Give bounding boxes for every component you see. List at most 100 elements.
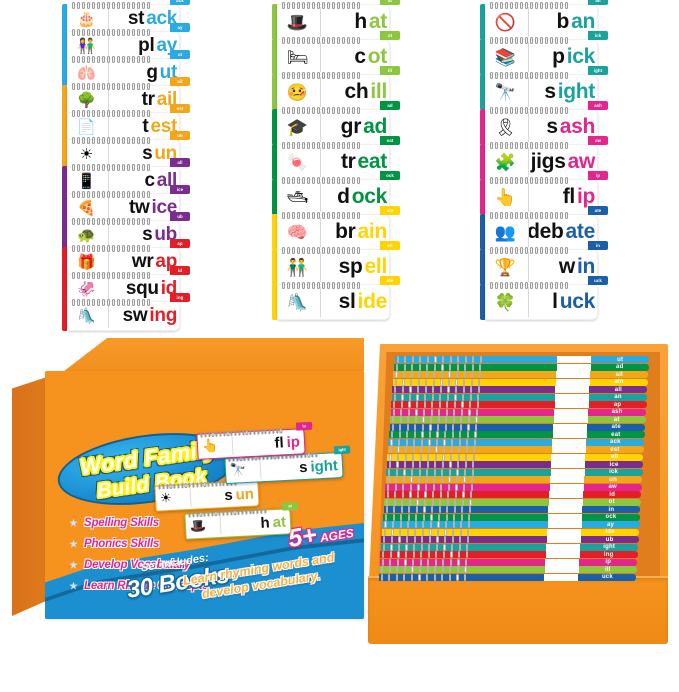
- flashcard: 📄 t est est: [62, 104, 190, 142]
- spiral-binding-icon: [282, 107, 360, 114]
- flashcard-word: c all: [102, 170, 179, 192]
- spiral-binding-icon: [396, 356, 483, 364]
- tray-book-row: ell: [387, 453, 644, 461]
- spiral-binding-icon: [390, 438, 476, 446]
- word-rime: ock: [351, 185, 388, 208]
- spiral-binding-icon: [385, 506, 472, 514]
- word-rime: ad: [363, 115, 387, 138]
- flashcard: 👆 fl ip ip: [480, 171, 608, 215]
- book-index-tab: all: [589, 386, 648, 394]
- tray-book-row: ock: [382, 513, 640, 521]
- flashcard-word: br ain: [314, 220, 389, 244]
- tray-book-row: ad: [393, 363, 649, 371]
- word-onset: ch: [344, 80, 369, 103]
- flashcard-word: deb ate: [522, 220, 597, 244]
- spiral-binding-icon: [381, 566, 467, 574]
- book-page-edge: [549, 483, 584, 491]
- debate-icon: 👥: [494, 222, 517, 242]
- word-onset: p: [552, 45, 565, 68]
- flashcard-index-tab: ip: [295, 421, 313, 431]
- book-index-tab: est: [585, 446, 644, 454]
- word-onset: tr: [340, 150, 356, 173]
- book-index-tab: ell: [585, 453, 644, 461]
- tray-book-row: ap: [391, 401, 647, 409]
- book-index-tab: ate: [587, 423, 646, 431]
- flashcard: 🎗 s ash ash: [480, 101, 608, 145]
- flashcard: 🎂 st ack ack: [62, 0, 190, 34]
- spiral-binding-icon: [383, 536, 469, 544]
- flashcard-word: s ight: [522, 80, 597, 104]
- word-onset: squ: [125, 278, 159, 299]
- tray-book-row: un: [385, 476, 643, 484]
- book-index-tab: ing: [579, 551, 638, 559]
- ban-sign-icon: 🚫: [494, 12, 517, 32]
- star-bullet-icon: [69, 518, 78, 527]
- flashcard-spine: [62, 274, 67, 304]
- flashcard-spine: [480, 74, 485, 110]
- spiral-binding-icon: [388, 461, 475, 469]
- tray-book-row: ing: [380, 551, 638, 559]
- book-spine: [388, 438, 553, 446]
- flashcard-word: l uck: [522, 290, 597, 314]
- word-rime: un: [235, 485, 255, 503]
- tray-book-row: at: [390, 416, 646, 424]
- feature-bullet-label: Spelling Skills: [84, 517, 159, 529]
- flashcard-split-line: [320, 182, 321, 212]
- flashcard-index-tab: ad: [380, 101, 400, 110]
- word-rime: an: [571, 10, 595, 33]
- spiral-binding-icon: [387, 476, 474, 484]
- book-spine: [385, 483, 550, 491]
- book-index-tab: ay: [581, 521, 640, 529]
- flashcard-spine: [62, 31, 67, 61]
- book-spine: [393, 371, 557, 379]
- dock-icon: 🛥: [286, 187, 309, 207]
- word-rime: ip: [286, 432, 301, 451]
- hand-flip-icon: 👆: [494, 187, 517, 207]
- tray-book-row: ack: [388, 438, 645, 446]
- word-rime: ot: [367, 45, 388, 68]
- graduate-icon: 🎓: [286, 117, 309, 137]
- book-page-edge: [556, 363, 591, 371]
- spiral-binding-icon: [386, 491, 473, 499]
- word-rime: ack: [146, 8, 177, 29]
- flashcard-split-line: [108, 196, 109, 220]
- word-onset: br: [335, 220, 356, 243]
- feature-bullet: Spelling Skills: [69, 517, 208, 529]
- book-spine: [381, 528, 548, 536]
- flashcard-index-tab: ill: [380, 66, 400, 75]
- tray-book-row: ick: [386, 468, 643, 476]
- flashcard-split-line: [320, 112, 321, 142]
- word-onset: fl: [274, 433, 285, 452]
- flashcard-spine: [272, 179, 277, 215]
- spiral-binding-icon: [386, 498, 472, 506]
- flashcard-split-line: [320, 42, 321, 72]
- word-onset: d: [337, 185, 350, 208]
- flashcard-split-line: [320, 77, 321, 107]
- flashcard-word: fl ip: [522, 185, 597, 209]
- pick-books-icon: 📚: [494, 47, 517, 67]
- book-index-tab: ot: [582, 498, 641, 506]
- book-page-edge: [553, 416, 588, 424]
- flashcard: 🍬 tr eat eat: [272, 136, 400, 180]
- book-spine: [387, 453, 552, 461]
- book-spine: [380, 543, 547, 551]
- spiral-binding-icon: [490, 177, 568, 184]
- flashcard-index-tab: ight: [588, 66, 608, 75]
- spiral-binding-icon: [490, 37, 568, 44]
- word-onset: sw: [122, 305, 148, 326]
- word-onset: tr: [141, 89, 155, 110]
- book-index-tab: ack: [586, 438, 645, 446]
- book-index-tab: ick: [584, 468, 643, 476]
- flashcard-stack-left: 🎂 st ack ack 👫 pl ay ay 🫁 g ut ut 🌳 tr ail ail 📄 t est est ☀…: [62, 0, 190, 350]
- spiral-binding-icon: [382, 543, 469, 551]
- flashcard-body: 📄 t est est: [67, 104, 190, 142]
- word-onset: w: [558, 255, 575, 278]
- book-spine: [379, 558, 546, 566]
- book-index-tab: an: [589, 393, 647, 401]
- word-rime: ash: [559, 115, 596, 138]
- flashcard-word: wr ap: [102, 251, 179, 273]
- book-index-tab: id: [583, 491, 642, 499]
- flashcard-stack-middle: 🎩 h at at 🛏 c ot ot 🤒 ch ill ill 🎓 gr ad ad 🍬 tr eat eat 🛥 d o…: [272, 0, 400, 341]
- book-index-tab: at: [587, 416, 646, 424]
